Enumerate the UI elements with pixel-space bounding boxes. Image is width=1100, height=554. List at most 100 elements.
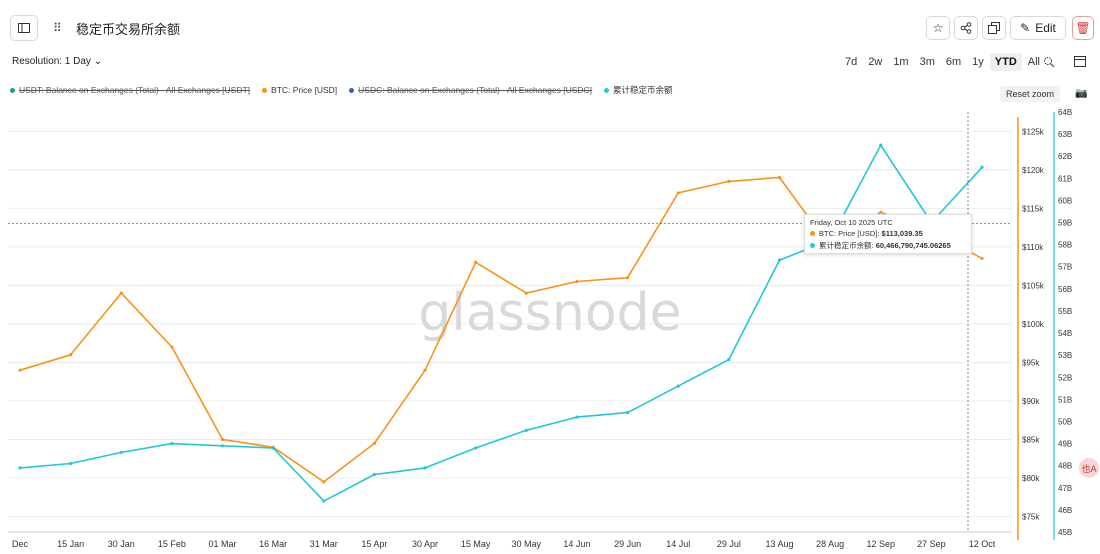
edit-icon: ✎ <box>1020 21 1031 35</box>
y-left-tick-label: $100k <box>1022 320 1045 329</box>
y-right-tick-label: 51B <box>1058 395 1072 404</box>
y-right-tick-label: 61B <box>1058 174 1072 183</box>
share-button[interactable] <box>954 16 978 40</box>
watermark: glassnode <box>418 283 681 343</box>
tooltip-stable-value: 60,466,790,745.06265 <box>875 241 951 250</box>
x-tick-label: 27 Sep <box>917 539 946 549</box>
edit-button[interactable]: ✎ Edit <box>1010 16 1066 40</box>
tooltip-btc-label: BTC: Price [USD]: <box>819 229 880 238</box>
y-right-tick-label: 53B <box>1058 351 1072 360</box>
x-tick-label: 31 Mar <box>310 539 338 549</box>
series-0-point <box>69 353 73 357</box>
tooltip-stable-label: 累计稳定币余额: <box>819 241 874 250</box>
series-1-point <box>18 466 22 470</box>
series-0-point <box>220 437 225 442</box>
series-1-point <box>575 415 579 419</box>
drag-icon[interactable]: ⠿ <box>53 21 62 35</box>
range-2w[interactable]: 2w <box>868 56 883 68</box>
series-1-point <box>170 441 174 446</box>
zoom-select-icon[interactable] <box>1043 56 1055 68</box>
chart-legend: USDT: Balance on Exchanges (Total) - All… <box>10 84 685 96</box>
series-1-point <box>69 461 73 466</box>
series-1-point <box>625 411 630 415</box>
legend-dot-icon <box>604 87 610 93</box>
series-0-point <box>423 368 427 372</box>
x-tick-label: 14 Jul <box>666 539 690 549</box>
series-0-point <box>625 276 630 280</box>
y-right-tick-label: 54B <box>1058 329 1072 338</box>
y-left-tick-label: $115k <box>1022 204 1044 213</box>
x-tick-label: Dec <box>12 539 29 549</box>
y-right-tick-label: 45B <box>1058 528 1072 537</box>
x-tick-label: 30 May <box>512 539 542 549</box>
reset-zoom-button[interactable]: Reset zoom <box>1000 86 1061 102</box>
y-left-tick-label: $110k <box>1022 243 1044 252</box>
series-0-point <box>372 441 377 445</box>
series-0-point <box>322 480 326 484</box>
y-right-tick-label: 46B <box>1058 506 1072 515</box>
chart-tooltip: Friday, Oct 10 2025 UTC BTC: Price [USD]… <box>804 214 972 254</box>
series-1-point <box>524 428 528 432</box>
legend-label: BTC: Price [USD] <box>271 85 338 95</box>
range-all[interactable]: All <box>1027 56 1041 68</box>
series-0-point <box>676 191 680 195</box>
tooltip-btc-row: BTC: Price [USD]: $113,039.35 <box>810 229 966 238</box>
series-1-point <box>322 499 326 503</box>
chevron-down-icon: ⌄ <box>93 56 103 67</box>
legend-dot-icon <box>349 87 355 93</box>
x-tick-label: 30 Jan <box>108 539 135 549</box>
delete-button[interactable]: 🗑 <box>1072 16 1094 40</box>
series-0-point <box>575 279 579 284</box>
x-tick-label: 13 Aug <box>765 539 793 549</box>
camera-icon[interactable]: 📷 <box>1075 88 1088 99</box>
x-tick-label: 15 May <box>461 539 491 549</box>
series-0-point <box>524 291 528 295</box>
btc-dot-icon <box>810 231 815 236</box>
x-tick-label: 15 Feb <box>158 539 186 549</box>
range-ytd[interactable]: YTD <box>989 53 1022 71</box>
calendar-icon[interactable] <box>1074 55 1086 67</box>
range-1m[interactable]: 1m <box>893 56 909 68</box>
series-0-point <box>18 368 22 372</box>
range-6m[interactable]: 6m <box>945 56 962 68</box>
series-1-point <box>220 444 225 448</box>
range-3m[interactable]: 3m <box>919 56 935 68</box>
legend-item[interactable]: 累计稳定币余额 <box>604 84 673 96</box>
legend-item[interactable]: USDC: Balance on Exchanges (Total) - All… <box>349 84 592 96</box>
page-title: 稳定币交易所余额 <box>76 22 181 37</box>
tooltip-stable-row: 累计稳定币余额: 60,466,790,745.06265 <box>810 240 966 251</box>
series-0-point <box>727 179 731 183</box>
range-7d[interactable]: 7d <box>845 56 858 68</box>
y-right-tick-label: 56B <box>1058 285 1072 294</box>
y-right-tick-label: 57B <box>1058 263 1072 272</box>
y-right-tick-label: 58B <box>1058 241 1072 250</box>
y-right-tick-label: 59B <box>1058 219 1072 228</box>
x-tick-label: 28 Aug <box>816 539 844 549</box>
y-right-tick-label: 47B <box>1058 484 1072 493</box>
sidebar-icon <box>18 23 30 33</box>
series-1-point <box>676 384 680 388</box>
y-right-tick-label: 62B <box>1058 152 1072 161</box>
x-tick-label: 16 Mar <box>259 539 287 549</box>
edit-label: Edit <box>1035 21 1056 35</box>
favorite-button[interactable]: ☆ <box>926 16 950 40</box>
legend-dot-icon <box>10 87 15 93</box>
sidebar-toggle-button[interactable] <box>10 15 38 41</box>
y-left-tick-label: $90k <box>1022 397 1040 406</box>
legend-item[interactable]: USDT: Balance on Exchanges (Total) - All… <box>10 84 250 96</box>
copy-button[interactable] <box>982 16 1006 40</box>
copy-icon <box>988 22 1000 34</box>
legend-label: USDT: Balance on Exchanges (Total) - All… <box>19 85 251 95</box>
x-tick-label: 15 Apr <box>361 539 387 549</box>
star-icon: ☆ <box>932 21 944 35</box>
series-0-point <box>474 260 478 264</box>
translate-fab-button[interactable]: 也A <box>1079 458 1099 478</box>
legend-label: 累计稳定币余额 <box>613 85 673 95</box>
x-tick-label: 29 Jun <box>614 539 641 549</box>
series-1-point <box>980 165 984 169</box>
legend-label: USDC: Balance on Exchanges (Total) - All… <box>358 85 593 95</box>
resolution-dropdown[interactable]: Resolution: 1 Day ⌄ <box>12 56 102 67</box>
resolution-label: Resolution: 1 Day <box>12 56 91 67</box>
legend-item[interactable]: BTC: Price [USD] <box>262 84 337 96</box>
range-1y[interactable]: 1y <box>972 56 984 68</box>
